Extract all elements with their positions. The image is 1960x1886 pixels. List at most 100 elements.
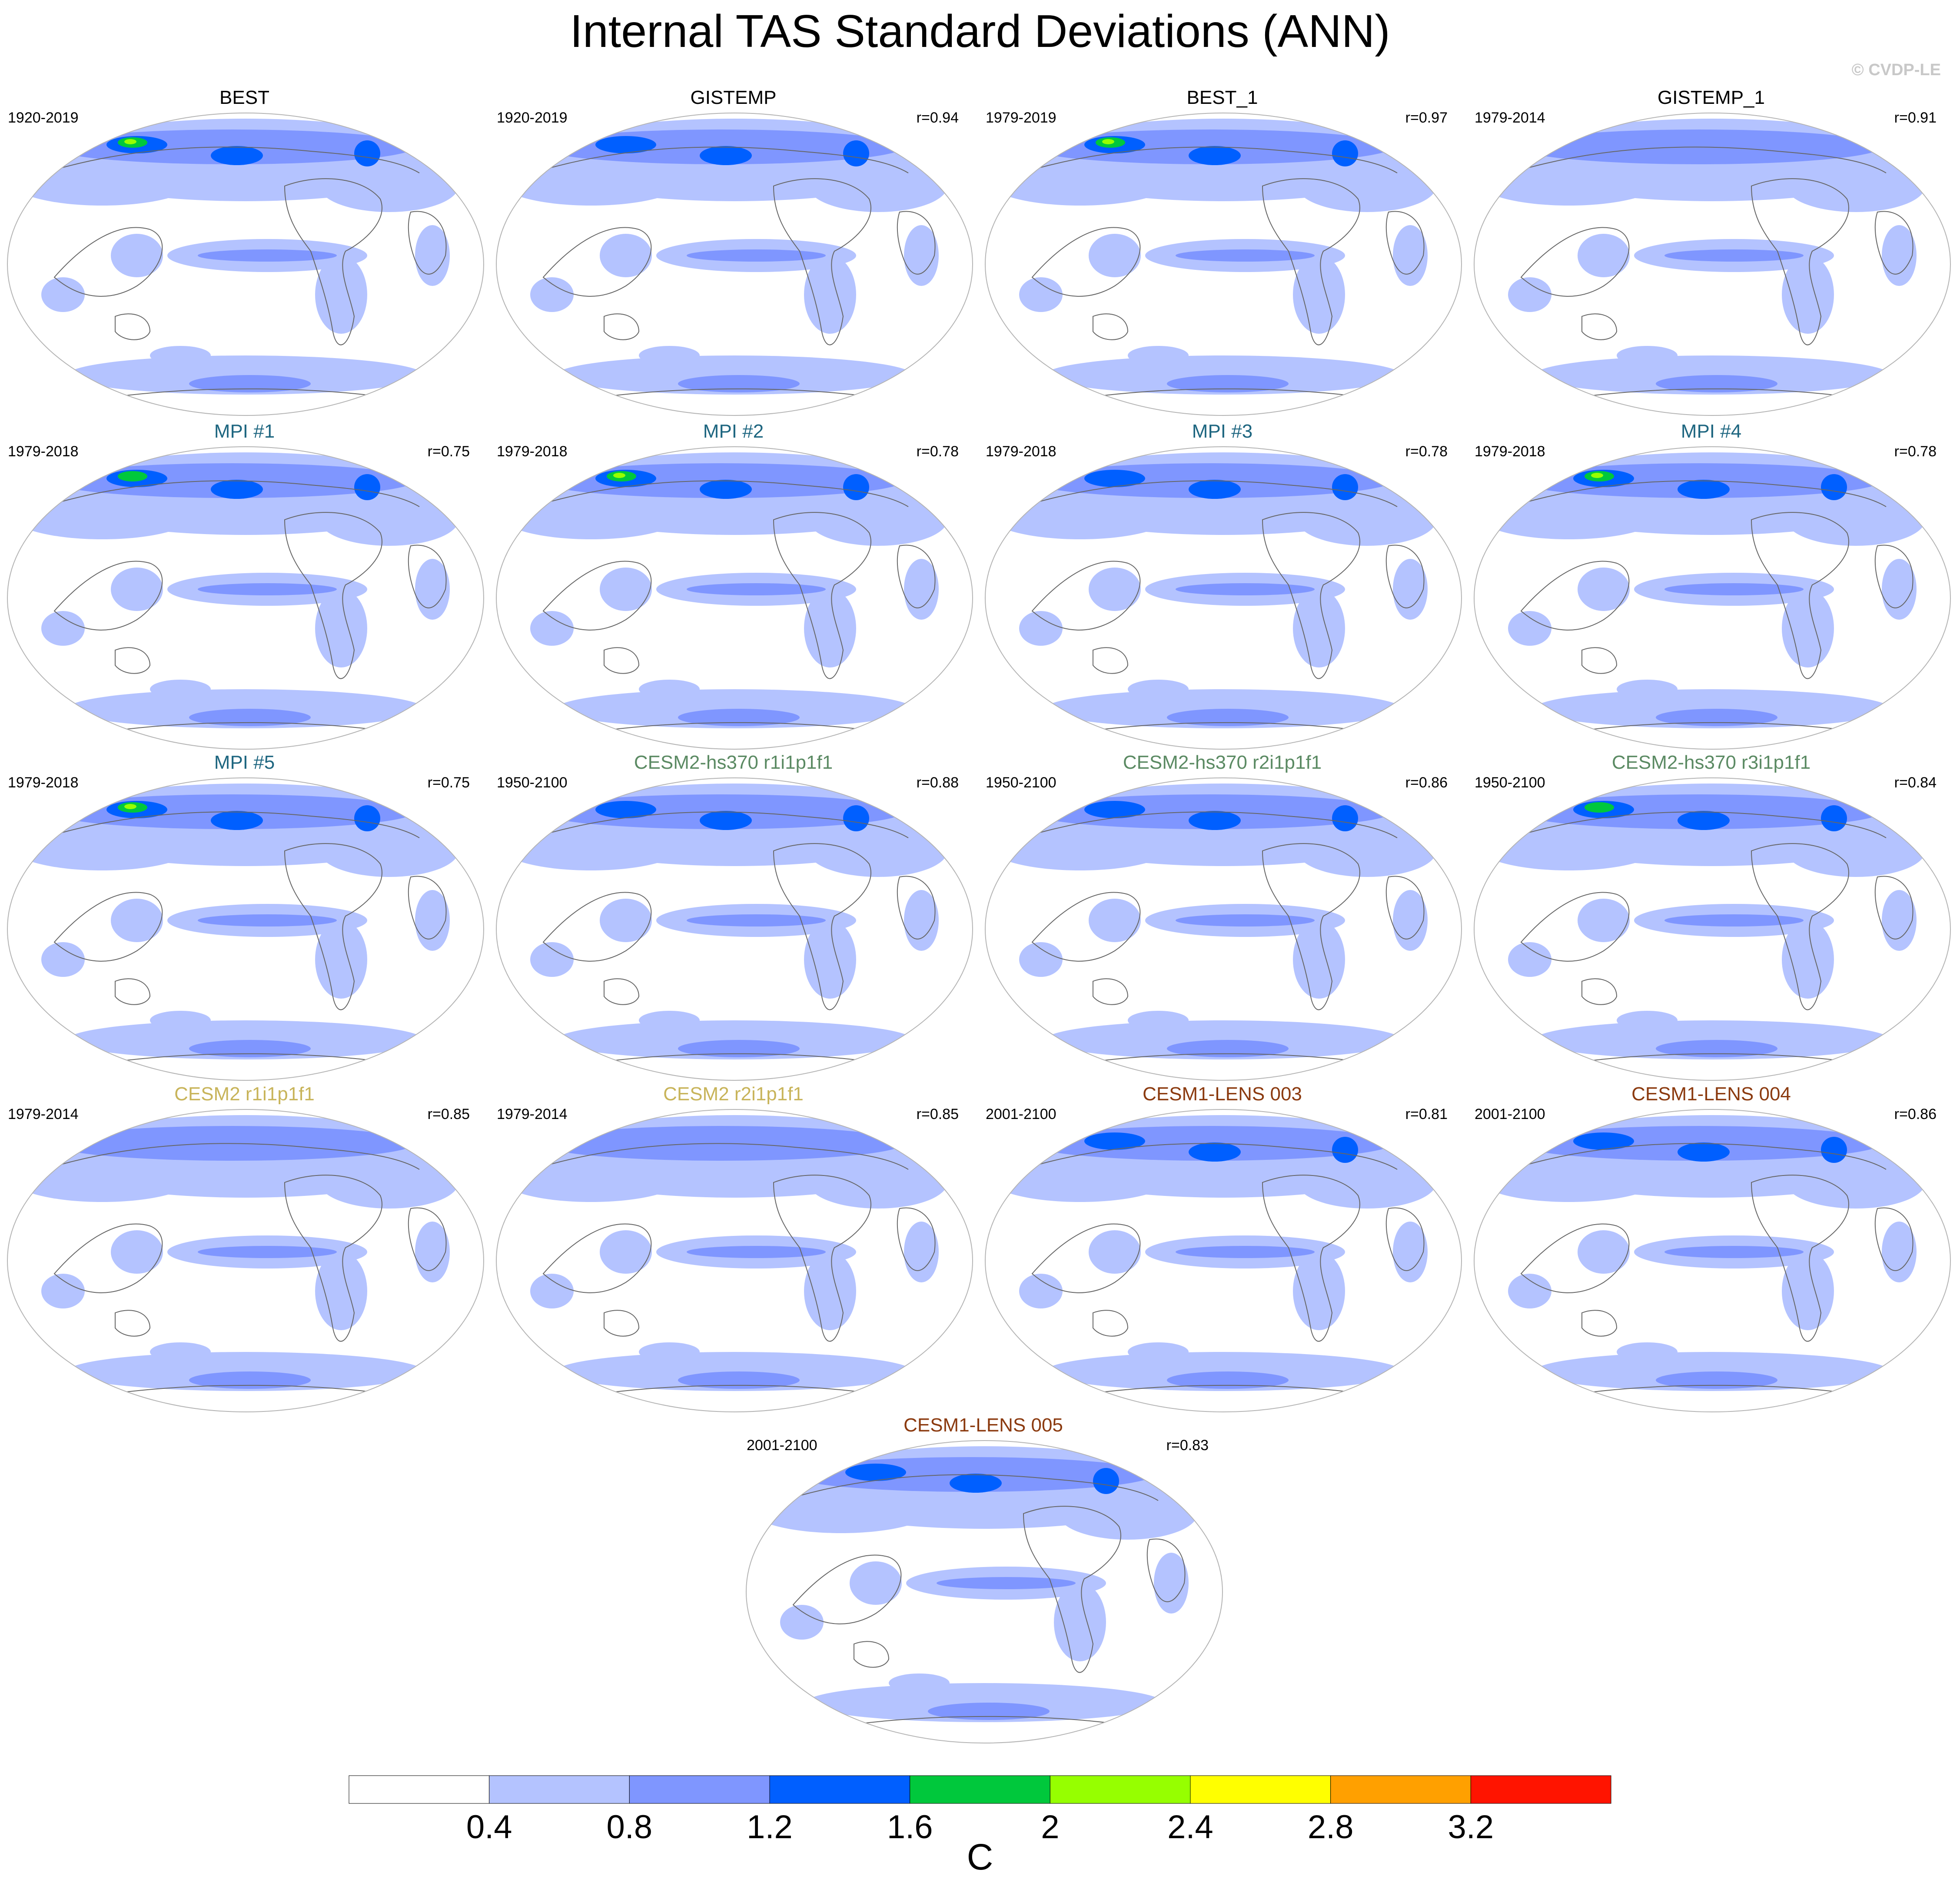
- panel-correlation: r=0.75: [427, 443, 470, 460]
- world-map: [496, 1109, 973, 1412]
- map-panel: BEST_1 1979-2019 r=0.97: [978, 87, 1467, 419]
- contour-fill: [1332, 474, 1358, 500]
- coastline: [115, 1053, 398, 1064]
- coastline: [1520, 892, 1630, 962]
- panel-correlation: r=0.86: [1405, 774, 1448, 791]
- contour-fill: [843, 805, 869, 831]
- contour-fill: [1786, 825, 1925, 877]
- coastline: [604, 1310, 640, 1337]
- coastline: [284, 843, 382, 1010]
- contour-fill: [845, 1464, 906, 1481]
- contour-fill: [41, 942, 85, 977]
- coastline: [1036, 480, 1398, 507]
- panel-years: 1950-2100: [1475, 774, 1545, 791]
- contour-fill: [595, 801, 656, 818]
- world-map: [746, 1440, 1223, 1743]
- coastline: [1385, 876, 1425, 940]
- map-border: [1474, 446, 1951, 750]
- contour-fill: [1786, 494, 1925, 546]
- contour-fill: [67, 1020, 424, 1059]
- contour-fill: [354, 140, 380, 166]
- contour-fill: [678, 375, 800, 392]
- coastline: [53, 561, 163, 631]
- coastline: [1874, 545, 1913, 608]
- map-panel: GISTEMP_1 1979-2014 r=0.91: [1467, 87, 1956, 419]
- colorbar-swatch: [1050, 1775, 1191, 1804]
- contour-fill: [118, 471, 147, 481]
- coastline: [1525, 811, 1887, 838]
- panel-title: CESM2-hs370 r3i1p1f1: [1611, 752, 1811, 773]
- copyright-label: © CVDP-LE: [1851, 61, 1941, 79]
- contour-fill: [1882, 559, 1917, 620]
- coastline: [1031, 1223, 1141, 1293]
- contour-fill: [530, 942, 574, 977]
- contour-fill: [415, 890, 450, 951]
- coastline: [1874, 1207, 1913, 1271]
- contour-fill: [950, 1474, 1002, 1493]
- panel-correlation: r=0.81: [1405, 1106, 1448, 1122]
- panel-years: 2001-2100: [986, 1106, 1056, 1122]
- contour-fill: [111, 234, 163, 277]
- panel-years: 1979-2014: [8, 1106, 79, 1122]
- coastline: [1146, 1538, 1186, 1602]
- contour-fill: [808, 1156, 947, 1209]
- coastline: [284, 178, 382, 345]
- contour-fill: [189, 1371, 311, 1389]
- coastline: [58, 146, 420, 173]
- contour-fill: [1578, 234, 1630, 277]
- contour-fill: [1084, 801, 1145, 818]
- world-map: [1474, 446, 1951, 750]
- panel-years: 1979-2014: [497, 1106, 568, 1122]
- contour-fill: [904, 559, 939, 620]
- coastline: [115, 722, 398, 733]
- contour-fill: [1084, 470, 1145, 487]
- panel-title: MPI #2: [703, 421, 764, 442]
- map-border: [496, 777, 973, 1081]
- contour-fill: [319, 825, 458, 877]
- world-map: [985, 777, 1462, 1081]
- coastline: [115, 1310, 151, 1337]
- contour-fill: [808, 494, 947, 546]
- contour-fill: [211, 146, 263, 165]
- map-panel: GISTEMP 1920-2019 r=0.94: [489, 87, 978, 419]
- coastline: [1751, 1175, 1849, 1342]
- contour-fill: [1656, 375, 1777, 392]
- panel-correlation: r=0.94: [916, 110, 959, 126]
- contour-fill: [1821, 474, 1847, 500]
- contour-fill: [613, 473, 625, 478]
- world-map: [985, 113, 1462, 416]
- contour-fill: [354, 805, 380, 831]
- panel-correlation: r=0.97: [1405, 110, 1448, 126]
- contour-fill: [678, 709, 800, 726]
- colorbar-swatch: [769, 1775, 910, 1804]
- coastline: [854, 1716, 1137, 1727]
- coastline: [1093, 1053, 1376, 1064]
- panel-title: MPI #1: [214, 421, 275, 442]
- coastline: [604, 1385, 887, 1396]
- contour-fill: [150, 1011, 211, 1030]
- contour-fill: [319, 494, 458, 546]
- coastline: [1520, 227, 1630, 297]
- panel-title: CESM1-LENS 003: [1143, 1083, 1302, 1105]
- panel-years: 2001-2100: [1475, 1106, 1545, 1122]
- panel-title: CESM2 r1i1p1f1: [174, 1083, 315, 1105]
- contour-fill: [124, 139, 136, 144]
- coastline: [1262, 843, 1360, 1010]
- contour-fill: [1882, 1222, 1917, 1282]
- panel-correlation: r=0.85: [427, 1106, 470, 1122]
- coastline: [1520, 1223, 1630, 1293]
- contour-fill: [1821, 805, 1847, 831]
- contour-fill: [1578, 1230, 1630, 1274]
- coastline: [773, 178, 871, 345]
- panel-title: CESM2-hs370 r1i1p1f1: [634, 752, 833, 773]
- coastline: [542, 1223, 652, 1293]
- coastline: [53, 227, 163, 297]
- coastline: [1093, 1385, 1376, 1396]
- contour-fill: [1656, 1040, 1777, 1057]
- contour-fill: [1508, 611, 1551, 646]
- coastline: [1581, 978, 1618, 1005]
- contour-fill: [1167, 1040, 1289, 1057]
- contour-fill: [41, 277, 85, 312]
- contour-fill: [1617, 680, 1678, 699]
- contour-fill: [804, 920, 856, 999]
